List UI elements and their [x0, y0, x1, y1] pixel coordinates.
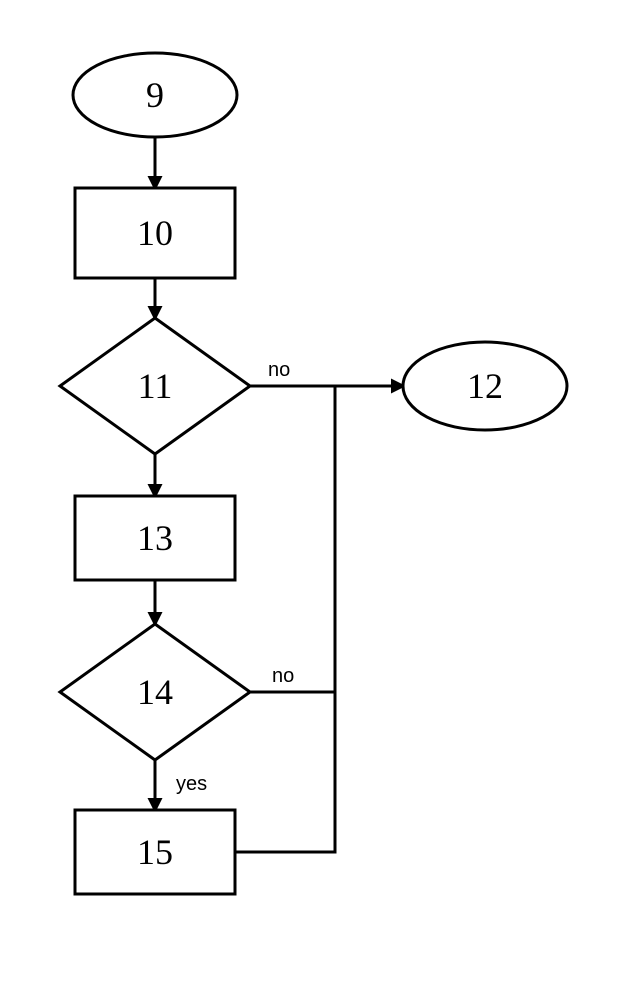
node-label-n11: 11 — [138, 366, 173, 406]
node-label-n10: 10 — [137, 213, 173, 253]
edge-7 — [235, 692, 335, 852]
node-label-n13: 13 — [137, 518, 173, 558]
edge-label-yes: yes — [176, 773, 207, 795]
nodes-layer — [60, 53, 567, 894]
edge-label-no: no — [268, 359, 290, 381]
node-label-n9: 9 — [146, 75, 164, 115]
edge-label-no: no — [272, 665, 294, 687]
node-label-n14: 14 — [137, 672, 173, 712]
edge-5 — [250, 386, 335, 692]
node-label-n12: 12 — [467, 366, 503, 406]
flowchart-canvas: no no yes 9 10 11 12 13 14 15 — [0, 0, 627, 1000]
node-label-n15: 15 — [137, 832, 173, 872]
